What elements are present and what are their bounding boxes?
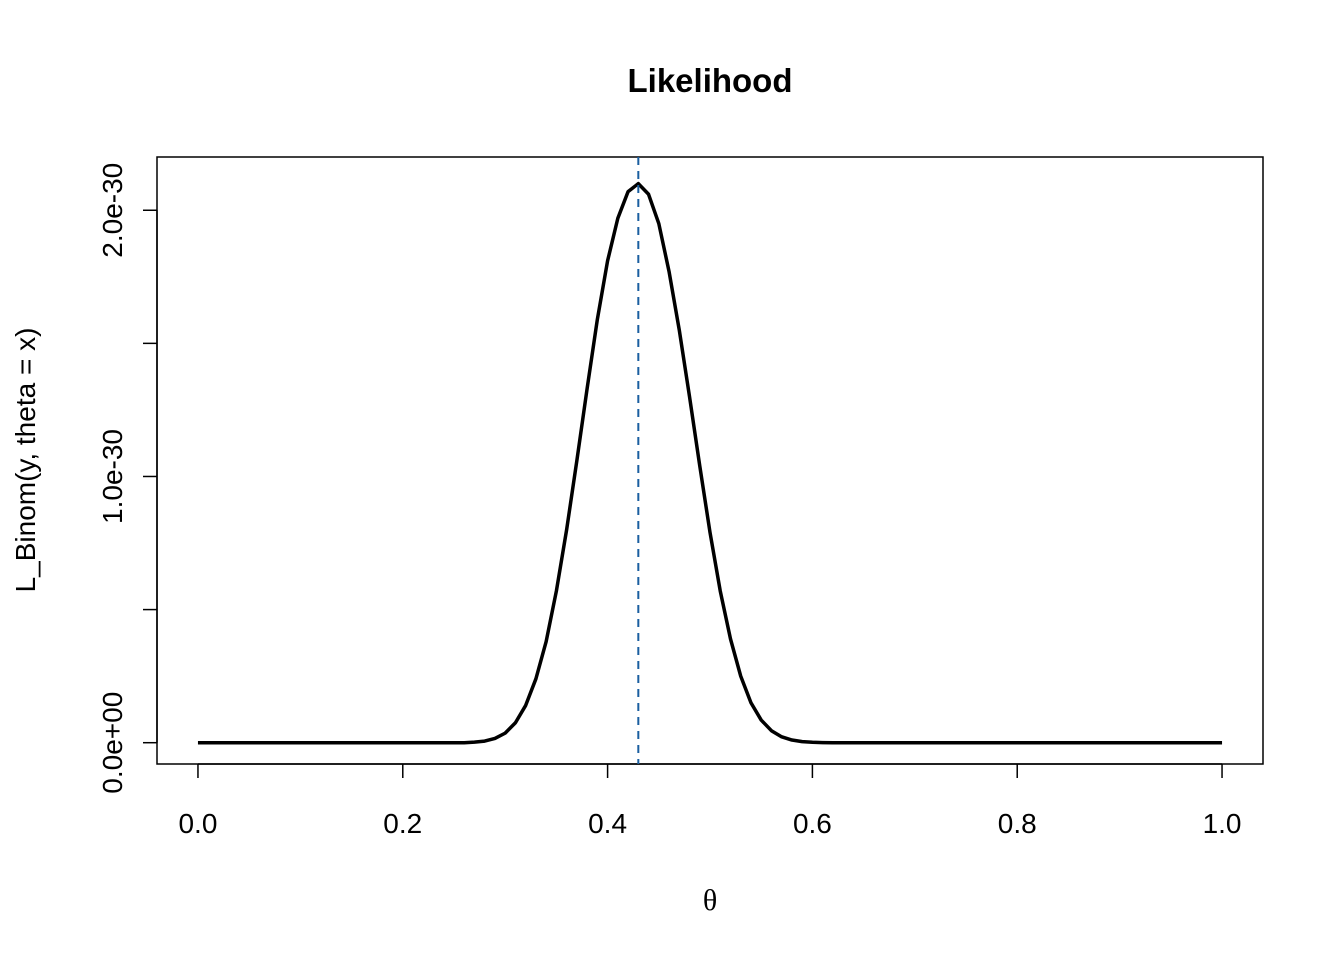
x-tick-label: 0.6 bbox=[793, 808, 832, 839]
x-tick-label: 0.8 bbox=[998, 808, 1037, 839]
x-axis-label: θ bbox=[703, 884, 717, 917]
y-tick-label: 1.0e-30 bbox=[97, 429, 128, 524]
x-tick-label: 0.2 bbox=[383, 808, 422, 839]
y-axis-label: L_Binom(y, theta = x) bbox=[10, 328, 41, 593]
plot-frame bbox=[156, 156, 1264, 765]
y-tick-label: 0.0e+00 bbox=[97, 692, 128, 794]
series-line bbox=[197, 181, 1223, 745]
x-tick-label: 0.4 bbox=[588, 808, 627, 839]
y-axis: 0.0e+00 1.0e-30 2.0e-30 bbox=[97, 163, 158, 794]
x-tick-label: 1.0 bbox=[1203, 808, 1242, 839]
chart-title: Likelihood bbox=[628, 62, 793, 99]
y-tick-label: 2.0e-30 bbox=[97, 163, 128, 258]
x-axis: 0.0 0.2 0.4 0.6 0.8 1.0 bbox=[178, 763, 1242, 839]
x-tick-label: 0.0 bbox=[178, 808, 217, 839]
